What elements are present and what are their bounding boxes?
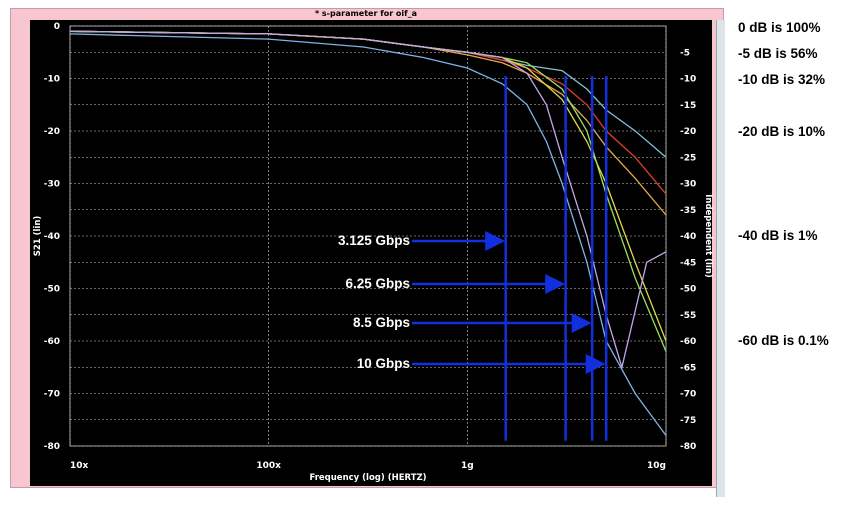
annotation-minus5db: -5 dB is 56% (738, 46, 818, 61)
y-tick-label-right: -50 (680, 285, 696, 295)
marker-label-2: 6.25 Gbps (345, 276, 410, 291)
y-tick-label-left: -10 (44, 75, 60, 85)
x-tick-label: 10g (647, 461, 666, 471)
y-tick-label-right: -20 (680, 127, 696, 137)
y-tick-label-left: -70 (44, 390, 60, 400)
plot-background (30, 20, 712, 486)
annotation-minus10db: -10 dB is 32% (738, 72, 826, 87)
series-line-6 (69, 30, 667, 370)
annotation-minus20db: -20 dB is 10% (738, 124, 826, 139)
y-tick-label-left: -40 (44, 232, 60, 242)
window-title: * s-parameter for oif_a (314, 9, 418, 18)
y-tick-label-right: -55 (680, 311, 696, 321)
y-tick-label-right: -70 (680, 390, 696, 400)
marker-label-4: 10 Gbps (357, 356, 410, 371)
x-tick-label: 1g (461, 461, 474, 471)
y-tick-label-left: -50 (44, 285, 60, 295)
marker-label-3: 8.5 Gbps (353, 315, 410, 330)
window-scroll-edge[interactable] (716, 20, 725, 497)
plot-border (69, 25, 667, 447)
annotation-0db: 0 dB is 100% (738, 20, 821, 35)
y-tick-label-right: -15 (680, 101, 696, 111)
y-tick-label-right: -30 (680, 180, 696, 190)
y-tick-label-left: -20 (44, 127, 60, 137)
y-tick-label-right: -10 (680, 75, 696, 85)
y-tick-label-left: -60 (44, 337, 60, 347)
marker-label-1: 3.125 Gbps (338, 233, 410, 248)
y-tick-label-right: -45 (680, 258, 696, 268)
annotation-minus40db: -40 dB is 1% (738, 228, 818, 243)
y-tick-label-right: -65 (680, 363, 696, 373)
y-axis-label-right: Independent (lin) (703, 194, 713, 278)
x-tick-label: 100x (256, 461, 281, 471)
x-tick-label: 10x (70, 461, 89, 471)
y-tick-label-right: -80 (680, 442, 696, 452)
y-tick-label-left: -80 (44, 442, 60, 452)
y-tick-label-left: -30 (44, 180, 60, 190)
y-tick-label-left: 0 (54, 22, 60, 32)
y-tick-label-right: -75 (680, 416, 696, 426)
y-axis-label: S21 (lin) (33, 216, 43, 257)
y-tick-label-right: -25 (680, 153, 696, 163)
y-tick-label-right: -35 (680, 206, 696, 216)
y-tick-label-right: -60 (680, 337, 696, 347)
y-tick-label-right: -5 (680, 48, 690, 58)
x-axis-label: Frequency (log) (HERTZ) (309, 473, 426, 483)
y-tick-label-right: -40 (680, 232, 696, 242)
annotation-minus60db: -60 dB is 0.1% (738, 333, 829, 348)
